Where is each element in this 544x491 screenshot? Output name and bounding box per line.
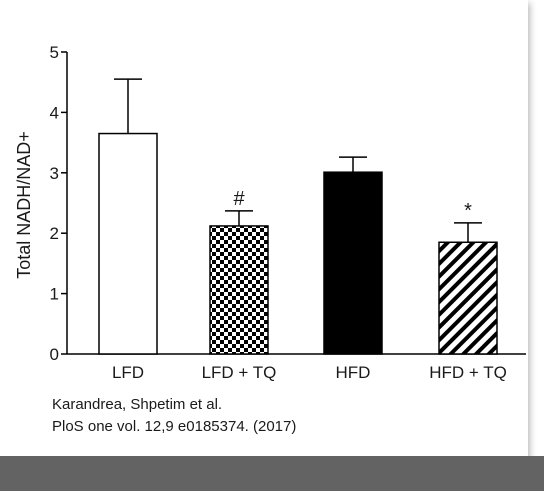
bottom-bar: [0, 456, 544, 491]
bar-chart: 0 1 2 3 4 5 LFD # LFD + TQ HFD * HFD + TQ Total NAD…: [14, 43, 526, 382]
y-tick-label: 2: [50, 224, 59, 243]
bars: [98, 78, 498, 355]
x-tick-label: HFD: [336, 363, 371, 382]
y-axis-label: Total NADH/NAD+: [14, 131, 34, 279]
bar-hfd: [323, 171, 383, 355]
source-authors: Karandrea, Shpetim et al.: [52, 396, 223, 413]
x-tick-label: LFD: [112, 363, 144, 382]
figure-card: 0 1 2 3 4 5 LFD # LFD + TQ HFD * HFD + TQ Total NAD…: [14, 43, 526, 435]
tick-labels: 0 1 2 3 4 5 LFD # LFD + TQ HFD * HFD + TQ: [50, 43, 507, 382]
bar-lfd-tq: [209, 225, 269, 355]
source-citation: PloS one vol. 12,9 e0185374. (2017): [52, 418, 297, 435]
x-tick-label: HFD + TQ: [429, 363, 507, 382]
y-tick-label: 3: [50, 164, 59, 183]
y-tick-label: 1: [50, 285, 59, 304]
y-tick-label: 4: [50, 103, 59, 122]
significance-marker: #: [233, 188, 245, 210]
bar-hfd-tq: [438, 241, 498, 355]
y-tick-label: 0: [50, 345, 59, 364]
significance-marker: *: [464, 200, 472, 222]
bar-lfd: [98, 132, 158, 355]
y-tick-label: 5: [50, 43, 59, 62]
x-tick-label: LFD + TQ: [202, 363, 277, 382]
